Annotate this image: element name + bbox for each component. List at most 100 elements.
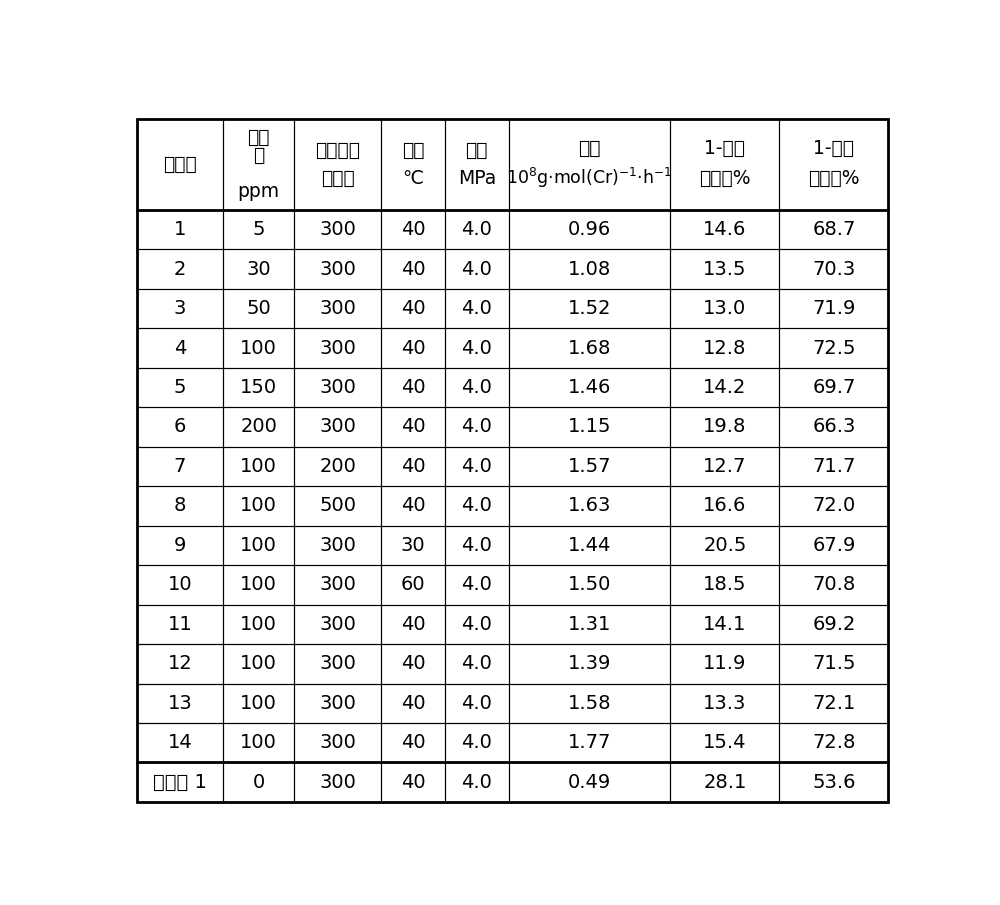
Bar: [445, 407, 509, 447]
Text: 1.50: 1.50: [568, 576, 611, 595]
Text: 19.8: 19.8: [703, 417, 747, 436]
Text: 4.0: 4.0: [461, 299, 492, 318]
Text: 4.0: 4.0: [461, 417, 492, 436]
Text: 3: 3: [174, 299, 186, 318]
Text: 1.57: 1.57: [568, 457, 611, 476]
Text: 500: 500: [319, 497, 356, 516]
Text: 100: 100: [240, 338, 277, 357]
Text: 4.0: 4.0: [461, 220, 492, 239]
Bar: [223, 289, 294, 329]
Bar: [381, 763, 445, 802]
Text: 13.3: 13.3: [703, 694, 747, 713]
Text: 40: 40: [401, 773, 425, 792]
Text: 18.5: 18.5: [703, 576, 747, 595]
Bar: [381, 119, 445, 210]
Text: 14: 14: [167, 733, 192, 752]
Text: 1.39: 1.39: [568, 654, 611, 673]
Bar: [509, 447, 670, 486]
Bar: [381, 210, 445, 249]
Bar: [670, 210, 779, 249]
Text: 14.6: 14.6: [703, 220, 747, 239]
Text: 30: 30: [246, 260, 271, 279]
Bar: [223, 683, 294, 723]
Text: 68.7: 68.7: [812, 220, 856, 239]
Text: 60: 60: [401, 576, 425, 595]
Text: 4.0: 4.0: [461, 733, 492, 752]
Bar: [381, 526, 445, 565]
Text: 100: 100: [240, 733, 277, 752]
Bar: [381, 723, 445, 763]
Text: 300: 300: [319, 576, 356, 595]
Bar: [670, 486, 779, 526]
Text: 300: 300: [319, 299, 356, 318]
Text: 72.0: 72.0: [812, 497, 855, 516]
Text: 200: 200: [240, 417, 277, 436]
Text: 4.0: 4.0: [461, 654, 492, 673]
Bar: [779, 407, 888, 447]
Bar: [779, 526, 888, 565]
Bar: [294, 210, 381, 249]
Text: 300: 300: [319, 694, 356, 713]
Bar: [509, 486, 670, 526]
Bar: [137, 367, 223, 407]
Bar: [223, 447, 294, 486]
Bar: [294, 526, 381, 565]
Text: 量: 量: [253, 146, 264, 165]
Text: 40: 40: [401, 733, 425, 752]
Text: 压力: 压力: [466, 141, 488, 160]
Text: 300: 300: [319, 338, 356, 357]
Bar: [670, 565, 779, 605]
Text: 300: 300: [319, 773, 356, 792]
Bar: [294, 407, 381, 447]
Bar: [137, 644, 223, 683]
Text: 40: 40: [401, 417, 425, 436]
Bar: [670, 763, 779, 802]
Bar: [223, 565, 294, 605]
Bar: [137, 329, 223, 367]
Bar: [137, 565, 223, 605]
Bar: [670, 605, 779, 644]
Text: 150: 150: [240, 378, 277, 397]
Bar: [294, 763, 381, 802]
Bar: [137, 119, 223, 210]
Bar: [779, 367, 888, 407]
Text: 11: 11: [167, 614, 192, 633]
Text: 20.5: 20.5: [703, 536, 747, 555]
Bar: [670, 367, 779, 407]
Text: 40: 40: [401, 378, 425, 397]
Bar: [294, 289, 381, 329]
Bar: [509, 249, 670, 289]
Bar: [137, 723, 223, 763]
Text: 1.77: 1.77: [568, 733, 611, 752]
Bar: [381, 605, 445, 644]
Text: 40: 40: [401, 299, 425, 318]
Bar: [294, 565, 381, 605]
Text: 活性: 活性: [578, 138, 601, 157]
Text: 铝与金属: 铝与金属: [315, 141, 360, 160]
Bar: [779, 289, 888, 329]
Text: 300: 300: [319, 220, 356, 239]
Bar: [670, 249, 779, 289]
Bar: [779, 447, 888, 486]
Bar: [381, 683, 445, 723]
Text: 100: 100: [240, 694, 277, 713]
Bar: [294, 249, 381, 289]
Bar: [779, 210, 888, 249]
Bar: [294, 367, 381, 407]
Text: 4.0: 4.0: [461, 576, 492, 595]
Bar: [509, 526, 670, 565]
Text: 1.68: 1.68: [568, 338, 611, 357]
Text: 300: 300: [319, 417, 356, 436]
Text: 13.5: 13.5: [703, 260, 747, 279]
Bar: [445, 763, 509, 802]
Bar: [445, 447, 509, 486]
Text: 300: 300: [319, 260, 356, 279]
Bar: [223, 249, 294, 289]
Text: 100: 100: [240, 576, 277, 595]
Bar: [779, 683, 888, 723]
Text: 40: 40: [401, 260, 425, 279]
Text: 50: 50: [246, 299, 271, 318]
Text: 4.0: 4.0: [461, 536, 492, 555]
Bar: [509, 683, 670, 723]
Text: 5: 5: [253, 220, 265, 239]
